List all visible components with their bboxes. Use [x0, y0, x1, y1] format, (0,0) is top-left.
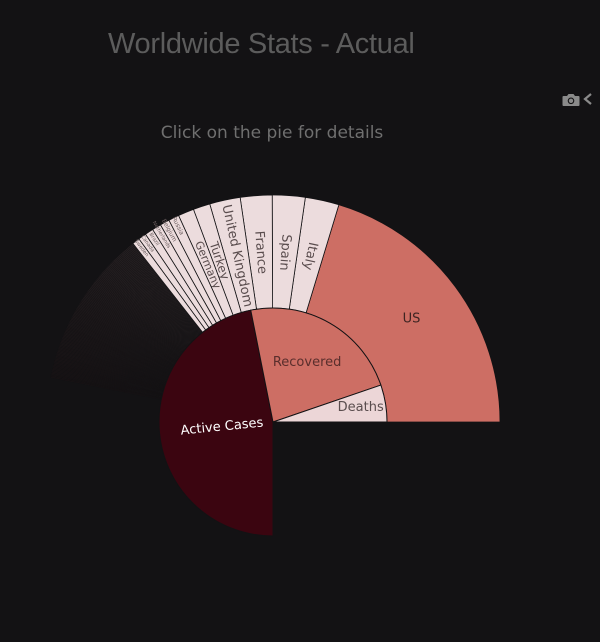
slice-active-cases[interactable]: [158, 309, 274, 537]
slice-label-spain: Spain: [276, 234, 293, 271]
slice-label-france: France: [251, 230, 269, 274]
minor-countries-group: [50, 243, 203, 401]
slice-deaths[interactable]: [272, 384, 388, 423]
modebar: [560, 88, 594, 110]
chart-title: Worldwide Stats - Actual: [108, 28, 415, 60]
slice-label-italy: Italy: [299, 241, 320, 272]
chevron-left-icon[interactable]: [582, 88, 594, 110]
slice-recovered[interactable]: [250, 307, 382, 423]
chart-annotation: Click on the pie for details: [161, 123, 384, 143]
camera-icon[interactable]: [560, 88, 582, 110]
slice-label-recovered: Recovered: [273, 355, 342, 370]
slice-label-deaths: Deaths: [338, 400, 384, 415]
slice-label-us: US: [403, 312, 421, 327]
